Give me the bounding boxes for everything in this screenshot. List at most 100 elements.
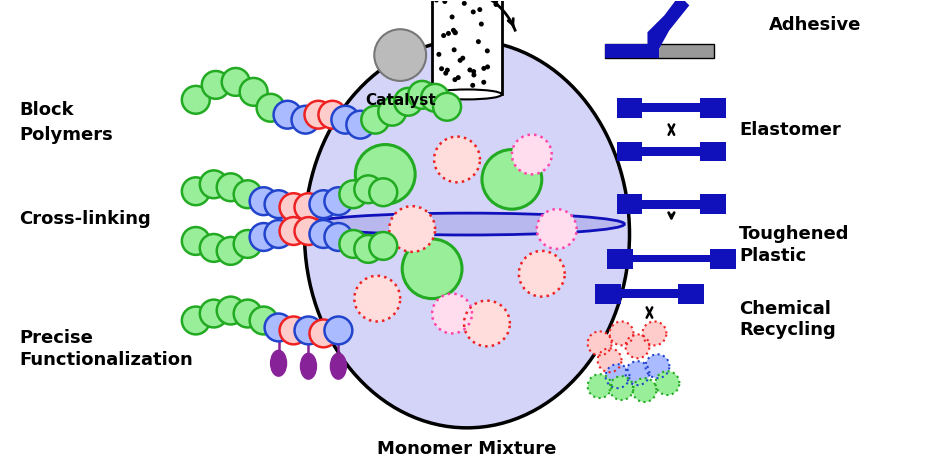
Circle shape bbox=[361, 106, 389, 134]
Circle shape bbox=[537, 209, 576, 249]
Circle shape bbox=[264, 190, 292, 218]
Bar bbox=[616, 142, 643, 161]
Circle shape bbox=[279, 317, 307, 344]
Circle shape bbox=[461, 1, 467, 6]
Ellipse shape bbox=[301, 353, 317, 379]
Circle shape bbox=[464, 301, 510, 346]
Circle shape bbox=[294, 317, 322, 344]
Circle shape bbox=[309, 190, 337, 218]
Bar bbox=[606, 249, 632, 269]
Circle shape bbox=[264, 220, 292, 248]
Circle shape bbox=[477, 7, 482, 12]
Bar bbox=[616, 98, 643, 118]
Circle shape bbox=[458, 58, 462, 63]
Circle shape bbox=[202, 71, 230, 99]
Circle shape bbox=[479, 22, 484, 27]
Circle shape bbox=[369, 178, 397, 206]
Text: Precise: Precise bbox=[20, 329, 93, 348]
Circle shape bbox=[200, 234, 228, 262]
Circle shape bbox=[452, 77, 458, 82]
Circle shape bbox=[234, 230, 262, 258]
Circle shape bbox=[217, 296, 245, 325]
Circle shape bbox=[240, 78, 268, 106]
Circle shape bbox=[217, 237, 245, 265]
Circle shape bbox=[354, 235, 382, 263]
Circle shape bbox=[656, 371, 679, 395]
Bar bbox=[643, 200, 700, 209]
Circle shape bbox=[645, 354, 670, 378]
Circle shape bbox=[485, 48, 489, 53]
Circle shape bbox=[294, 193, 322, 221]
Circle shape bbox=[369, 232, 397, 260]
Bar bbox=[604, 44, 659, 58]
Circle shape bbox=[217, 174, 245, 201]
Circle shape bbox=[587, 374, 612, 398]
Circle shape bbox=[339, 180, 367, 208]
Circle shape bbox=[324, 317, 352, 344]
Circle shape bbox=[394, 88, 422, 116]
Circle shape bbox=[354, 175, 382, 203]
Text: Catalyst: Catalyst bbox=[365, 93, 435, 108]
Circle shape bbox=[626, 334, 649, 358]
Circle shape bbox=[294, 217, 322, 245]
Circle shape bbox=[482, 150, 542, 209]
Circle shape bbox=[249, 187, 277, 215]
Circle shape bbox=[355, 144, 415, 204]
Circle shape bbox=[451, 28, 456, 33]
Circle shape bbox=[632, 378, 657, 402]
Circle shape bbox=[264, 314, 292, 341]
Circle shape bbox=[598, 348, 621, 372]
Circle shape bbox=[519, 251, 565, 296]
Ellipse shape bbox=[432, 90, 502, 99]
Polygon shape bbox=[647, 0, 689, 48]
Circle shape bbox=[274, 101, 302, 129]
Circle shape bbox=[452, 47, 457, 53]
Circle shape bbox=[434, 136, 480, 182]
Text: Elastomer: Elastomer bbox=[739, 121, 841, 139]
Circle shape bbox=[493, 0, 498, 3]
Bar bbox=[616, 194, 643, 214]
Circle shape bbox=[182, 86, 210, 113]
Circle shape bbox=[324, 187, 352, 215]
Circle shape bbox=[182, 177, 210, 205]
Circle shape bbox=[249, 223, 277, 251]
Bar bbox=[700, 98, 727, 118]
Circle shape bbox=[481, 66, 487, 71]
Circle shape bbox=[453, 30, 458, 35]
Circle shape bbox=[433, 93, 461, 121]
Circle shape bbox=[378, 98, 406, 126]
Circle shape bbox=[421, 84, 449, 112]
Circle shape bbox=[512, 135, 552, 174]
Bar bbox=[432, 0, 502, 94]
Circle shape bbox=[643, 321, 666, 345]
Text: Plastic: Plastic bbox=[739, 247, 806, 265]
Circle shape bbox=[443, 0, 447, 4]
Circle shape bbox=[439, 66, 444, 71]
Circle shape bbox=[493, 2, 499, 7]
Circle shape bbox=[485, 64, 490, 69]
Bar bbox=[700, 142, 727, 161]
Circle shape bbox=[605, 364, 630, 388]
Text: Polymers: Polymers bbox=[20, 126, 113, 144]
Circle shape bbox=[481, 80, 487, 85]
Text: Chemical: Chemical bbox=[739, 300, 831, 318]
Circle shape bbox=[339, 230, 367, 258]
Circle shape bbox=[467, 68, 473, 72]
Circle shape bbox=[472, 73, 476, 77]
Circle shape bbox=[234, 180, 262, 208]
Circle shape bbox=[460, 56, 465, 61]
Circle shape bbox=[249, 307, 277, 334]
Circle shape bbox=[587, 332, 612, 356]
Circle shape bbox=[626, 361, 649, 385]
Circle shape bbox=[375, 29, 426, 81]
Circle shape bbox=[456, 75, 460, 80]
Circle shape bbox=[318, 101, 347, 129]
Text: Monomer Mixture: Monomer Mixture bbox=[377, 440, 557, 458]
Circle shape bbox=[309, 220, 337, 248]
Bar bbox=[700, 194, 727, 214]
Circle shape bbox=[291, 106, 319, 134]
Circle shape bbox=[257, 94, 285, 121]
Circle shape bbox=[434, 0, 439, 2]
Circle shape bbox=[441, 33, 446, 38]
Circle shape bbox=[309, 319, 337, 348]
